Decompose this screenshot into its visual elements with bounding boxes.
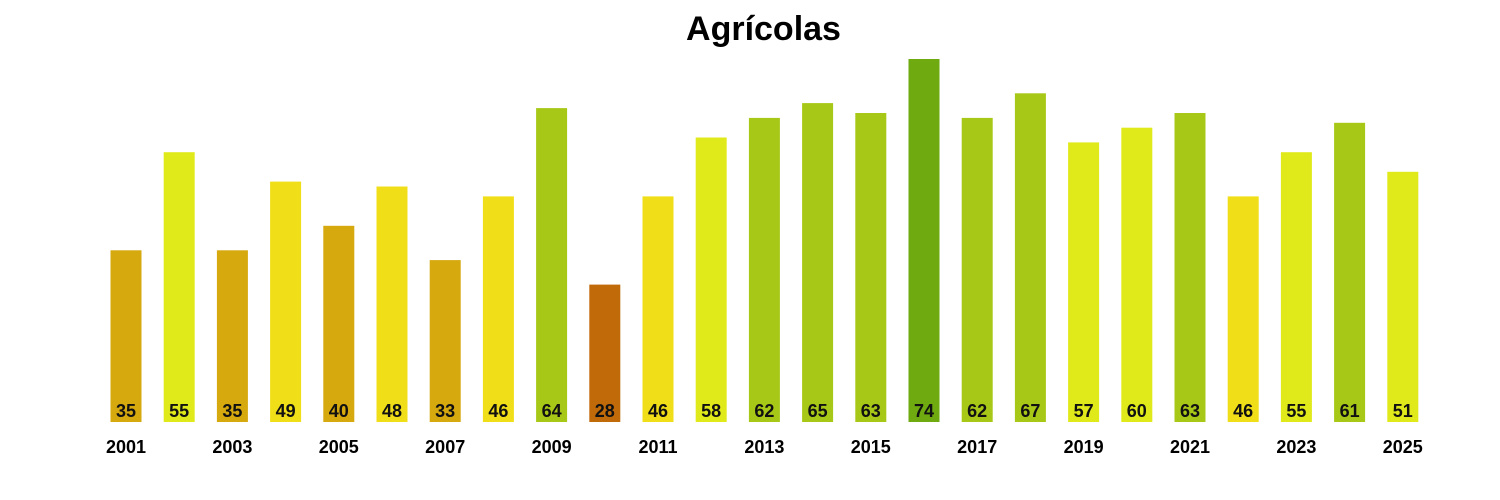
bar-2017	[961, 117, 993, 423]
bar-2004	[270, 181, 302, 422]
bar-2006	[376, 186, 408, 422]
value-label-2002: 55	[169, 401, 189, 421]
value-label-2006: 48	[382, 401, 402, 421]
value-label-2025: 51	[1393, 401, 1413, 421]
bar-2021	[1174, 113, 1206, 422]
x-tick-label-2017: 2017	[957, 437, 997, 457]
x-tick-label-2015: 2015	[851, 437, 891, 457]
value-label-2017: 62	[967, 401, 987, 421]
value-label-2004: 49	[276, 401, 296, 421]
bars-group	[110, 59, 1419, 423]
bar-2014	[802, 103, 834, 422]
chart-title: Agrícolas	[686, 10, 841, 48]
bar-2001	[110, 250, 142, 422]
bar-2015	[855, 113, 887, 422]
value-label-2011: 46	[648, 401, 668, 421]
bar-2007	[429, 260, 461, 422]
value-label-2020: 60	[1127, 401, 1147, 421]
value-label-2023: 55	[1286, 401, 1306, 421]
x-tick-label-2023: 2023	[1276, 437, 1316, 457]
bar-2022	[1227, 196, 1259, 422]
value-label-2016: 74	[914, 401, 934, 421]
bar-2010	[589, 284, 621, 422]
value-label-2005: 40	[329, 401, 349, 421]
x-tick-label-2007: 2007	[425, 437, 465, 457]
x-tick-label-2019: 2019	[1064, 437, 1104, 457]
bar-2020	[1121, 127, 1153, 422]
value-label-2013: 62	[754, 401, 774, 421]
bar-2012	[695, 137, 727, 422]
value-label-2019: 57	[1074, 401, 1094, 421]
bar-2002	[163, 152, 195, 422]
bar-2018	[1014, 93, 1046, 423]
value-label-2012: 58	[701, 401, 721, 421]
bar-2003	[216, 250, 248, 422]
value-label-2024: 61	[1340, 401, 1360, 421]
bar-2025	[1387, 171, 1419, 422]
value-label-2003: 35	[222, 401, 242, 421]
x-tick-label-2011: 2011	[638, 437, 677, 457]
value-label-2022: 46	[1233, 401, 1253, 421]
x-tick-label-2013: 2013	[744, 437, 784, 457]
bar-2005	[323, 225, 355, 422]
value-label-2007: 33	[435, 401, 455, 421]
bar-2024	[1334, 122, 1366, 423]
value-label-2015: 63	[861, 401, 881, 421]
value-label-2001: 35	[116, 401, 136, 421]
x-tick-label-2025: 2025	[1383, 437, 1423, 457]
x-tick-label-2005: 2005	[319, 437, 359, 457]
bar-2013	[748, 117, 780, 423]
value-label-2009: 64	[542, 401, 562, 421]
value-label-2021: 63	[1180, 401, 1200, 421]
bar-2023	[1280, 152, 1312, 422]
x-tick-label-2001: 2001	[106, 437, 146, 457]
bar-2011	[642, 196, 674, 422]
x-tick-label-2003: 2003	[212, 437, 252, 457]
bar-2008	[482, 196, 514, 422]
value-label-2014: 65	[808, 401, 828, 421]
x-axis-tick-labels: 2001 2003 2005 2007 2009 2011 2013 2015 2017 2019…	[106, 437, 1423, 457]
value-label-2018: 67	[1020, 401, 1040, 421]
bar-2019	[1068, 142, 1100, 422]
value-labels-group: 35 55 35 49 40 48 33 46 64 28 46 58 62 65 63 74 62 67 57 60…	[116, 401, 1413, 421]
x-tick-label-2021: 2021	[1170, 437, 1210, 457]
bar-2009	[536, 108, 568, 422]
bar-2016	[908, 59, 940, 422]
value-label-2008: 46	[488, 401, 508, 421]
x-tick-label-2009: 2009	[532, 437, 572, 457]
value-label-2010: 28	[595, 401, 615, 421]
